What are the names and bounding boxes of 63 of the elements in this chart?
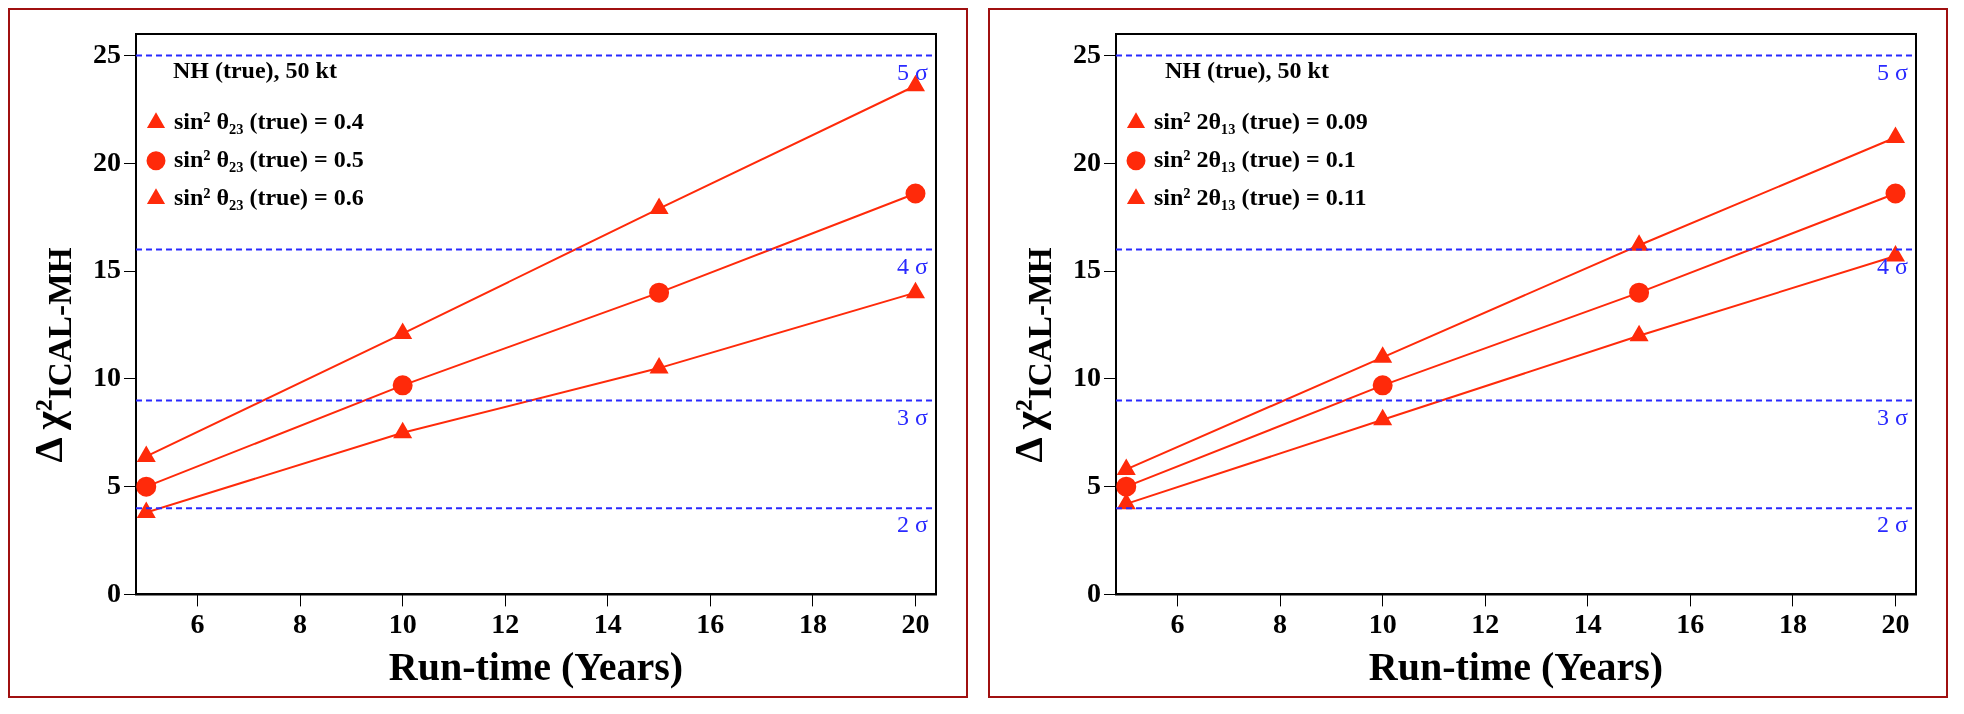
point — [137, 446, 156, 462]
ref-line-label: 2 σ — [897, 511, 929, 538]
x-tick-label: 12 — [1471, 608, 1500, 640]
y-tick-label: 10 — [93, 361, 121, 393]
ref-line-label: 3 σ — [1877, 403, 1909, 430]
legend-label: sin² θ₂₃ (true) = 0.6 — [174, 184, 364, 210]
legend-label: sin² θ₂₃ (true) = 0.4 — [174, 108, 364, 134]
y-tick-label: 10 — [1073, 361, 1101, 393]
y-tick-label: 20 — [93, 145, 121, 177]
ref-line-label: 3 σ — [897, 403, 929, 430]
point — [1630, 325, 1648, 342]
legend-title: NH (true), 50 kt — [172, 57, 337, 84]
point — [650, 198, 668, 215]
point — [1630, 235, 1648, 251]
ref-line-label: 4 σ — [1877, 252, 1909, 279]
point — [1629, 282, 1650, 303]
y-tick-label: 0 — [107, 576, 121, 608]
point — [393, 422, 412, 439]
point — [1885, 183, 1906, 204]
x-tick-label: 18 — [1778, 608, 1807, 640]
x-tick-label: 10 — [1368, 608, 1397, 640]
point — [1373, 409, 1392, 426]
x-tick-label: 16 — [696, 608, 725, 640]
x-tick-label: 14 — [593, 608, 622, 640]
x-tick-label: 12 — [491, 608, 520, 640]
x-tick-label: 6 — [1170, 608, 1185, 640]
point — [905, 183, 926, 204]
y-tick-label: 15 — [1073, 253, 1101, 285]
x-tick-label: 20 — [901, 608, 930, 640]
y-tick-label: 25 — [1073, 37, 1101, 69]
point — [906, 282, 925, 299]
y-tick-label: 25 — [93, 37, 121, 69]
point — [1373, 347, 1392, 363]
y-tick-label: 20 — [1073, 145, 1101, 177]
legend-title: NH (true), 50 kt — [1164, 57, 1329, 84]
point — [1886, 127, 1905, 143]
y-tick-label: 5 — [107, 468, 121, 500]
x-tick-label: 16 — [1676, 608, 1705, 640]
x-tick-label: 18 — [798, 608, 827, 640]
ref-line-label: 5 σ — [897, 58, 929, 85]
x-tick-label: 8 — [1273, 608, 1288, 640]
x-axis-title: Run-time (Years) — [1368, 644, 1664, 690]
point — [649, 282, 670, 303]
legend-label: sin² 2θ₁₃ (true) = 0.11 — [1154, 184, 1367, 210]
x-tick-label: 14 — [1573, 608, 1602, 640]
point — [1117, 459, 1136, 475]
y-tick-label: 0 — [1087, 576, 1101, 608]
x-tick-label: 10 — [388, 608, 417, 640]
point — [650, 358, 668, 374]
ref-line-label: 4 σ — [897, 252, 929, 279]
point — [137, 502, 156, 518]
x-tick-label: 6 — [190, 608, 205, 640]
legend-label: sin² 2θ₁₃ (true) = 0.09 — [1154, 108, 1368, 134]
legend-label: sin² 2θ₁₃ (true) = 0.1 — [1154, 146, 1356, 172]
y-tick-label: 5 — [1087, 468, 1101, 500]
x-axis-title: Run-time (Years) — [388, 644, 684, 690]
legend-label: sin² θ₂₃ (true) = 0.5 — [174, 146, 364, 172]
ref-line-label: 2 σ — [1877, 511, 1909, 538]
y-tick-label: 15 — [93, 253, 121, 285]
x-tick-label: 8 — [293, 608, 308, 640]
ref-line-label: 5 σ — [1877, 58, 1909, 85]
point — [393, 323, 412, 340]
x-tick-label: 20 — [1881, 608, 1910, 640]
